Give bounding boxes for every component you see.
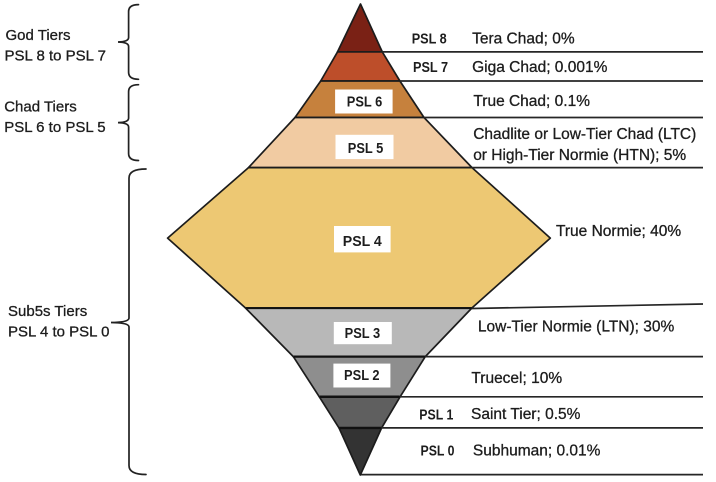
svg-text:Saint Tier; 0.5%: Saint Tier; 0.5% [471,406,581,423]
svg-text:True Chad; 0.1%: True Chad; 0.1% [473,93,590,110]
svg-text:Low-Tier Normie (LTN); 30%: Low-Tier Normie (LTN); 30% [478,318,675,335]
svg-text:PSL 4: PSL 4 [343,234,383,250]
svg-text:God Tiers: God Tiers [6,27,71,44]
svg-text:PSL 6 to PSL 5: PSL 6 to PSL 5 [4,119,105,136]
svg-text:Chad Tiers: Chad Tiers [4,98,77,115]
svg-text:PSL 5: PSL 5 [348,141,384,157]
svg-text:Tera Chad; 0%: Tera Chad; 0% [472,30,575,47]
svg-text:True Normie; 40%: True Normie; 40% [556,223,681,240]
svg-text:PSL 7: PSL 7 [413,60,448,76]
svg-text:Truecel; 10%: Truecel; 10% [471,370,562,387]
svg-text:PSL 4 to PSL 0: PSL 4 to PSL 0 [8,323,109,340]
svg-text:Sub5s Tiers: Sub5s Tiers [8,303,87,320]
svg-text:or High-Tier Normie (HTN); 5%: or High-Tier Normie (HTN); 5% [473,147,686,164]
svg-text:PSL 0: PSL 0 [421,444,455,460]
svg-text:PSL 3: PSL 3 [345,326,381,342]
svg-text:Subhuman; 0.01%: Subhuman; 0.01% [473,443,601,460]
svg-text:PSL 8 to PSL 7: PSL 8 to PSL 7 [5,48,106,65]
svg-text:Giga Chad; 0.001%: Giga Chad; 0.001% [472,59,608,76]
svg-text:PSL 6: PSL 6 [347,95,383,111]
svg-text:PSL 2: PSL 2 [344,368,380,384]
svg-text:PSL 8: PSL 8 [412,31,447,47]
svg-text:Chadlite or Low-Tier Chad (LTC: Chadlite or Low-Tier Chad (LTC) [473,126,696,143]
svg-text:PSL 1: PSL 1 [419,408,453,424]
